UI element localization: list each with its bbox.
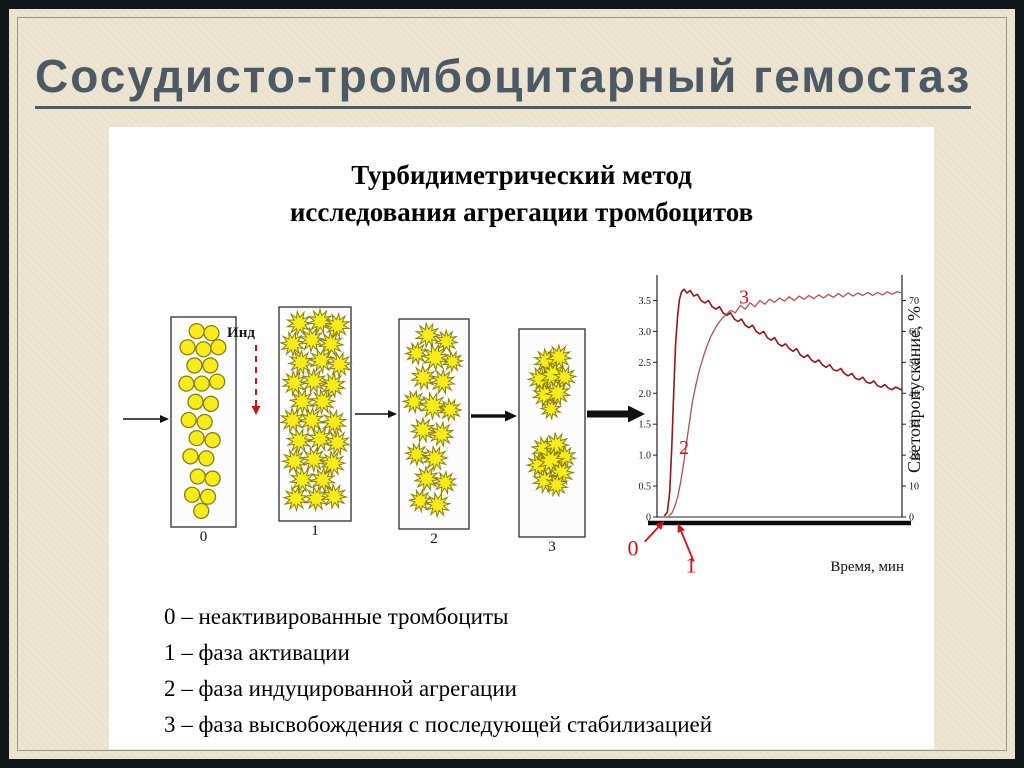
phase-legend: 0 – неактивированные тромбоциты 1 – фаза…	[164, 599, 712, 743]
legend-item-1: 1 – фаза активации	[164, 640, 350, 665]
inducer-arrow	[251, 345, 261, 415]
legend-item-3: 3 – фаза высвобождения с последующей ста…	[164, 712, 713, 737]
svg-text:30: 30	[909, 420, 919, 431]
svg-text:2.5: 2.5	[639, 358, 652, 369]
chart-annotation-3: 3	[739, 287, 749, 309]
svg-text:60: 60	[909, 327, 919, 338]
svg-text:40: 40	[909, 389, 919, 400]
chart-annotation-2: 2	[679, 437, 689, 459]
inducer-label: Инд	[227, 325, 255, 341]
svg-text:20: 20	[909, 451, 919, 462]
svg-text:0.5: 0.5	[639, 482, 652, 493]
flow-arrows	[123, 405, 645, 423]
cuvette-label-2: 2	[430, 531, 438, 547]
legend-item-0: 0 – неактивированные тромбоциты	[164, 604, 509, 629]
cuvette-1	[278, 306, 354, 522]
svg-text:0: 0	[909, 513, 914, 524]
legend-item-2: 2 – фаза индуцированной агрегации	[164, 676, 517, 701]
svg-text:2.0: 2.0	[639, 389, 652, 400]
svg-text:3.0: 3.0	[639, 327, 652, 338]
svg-text:1.0: 1.0	[639, 451, 652, 462]
svg-text:1.5: 1.5	[639, 420, 652, 431]
figure-title-line2: исследования агрегации тромбоцитов	[289, 197, 754, 227]
svg-text:0: 0	[646, 513, 651, 524]
svg-text:70: 70	[909, 296, 919, 307]
figure-title-line1: Турбидиметрический метод	[351, 160, 692, 190]
figure-title: Турбидиметрический метод исследования аг…	[109, 157, 934, 231]
cuvette-label-1: 1	[311, 523, 319, 539]
x-axis-label: Время, мин	[830, 559, 904, 575]
cuvette-label-3: 3	[548, 539, 556, 555]
svg-text:10: 10	[909, 482, 919, 493]
cuvette-0	[170, 316, 237, 528]
cuvette-2	[398, 318, 470, 530]
chart-annotation-0: 0	[627, 535, 638, 560]
aggregation-chart: 3.53.02.52.01.51.00.50706050403020100320…	[627, 275, 919, 578]
slide-title: Сосудисто-тромбоцитарный гемостаз	[35, 49, 972, 109]
chart-annotation-1: 1	[686, 553, 697, 578]
right-axis-label: Светопропускание, %	[904, 306, 924, 473]
cuvette-label-0: 0	[199, 529, 208, 545]
svg-text:3.5: 3.5	[639, 296, 652, 307]
figure-diagram: 3.53.02.52.01.51.00.50706050403020100320…	[123, 275, 919, 578]
figure-panel: 3.5 3.0 2.5 2.0 1.5 1.0 0.5 0 70 60 50 40 30 20 10 0 3 2 0…	[109, 127, 934, 749]
svg-text:50: 50	[909, 358, 919, 369]
cuvette-3	[518, 328, 586, 538]
